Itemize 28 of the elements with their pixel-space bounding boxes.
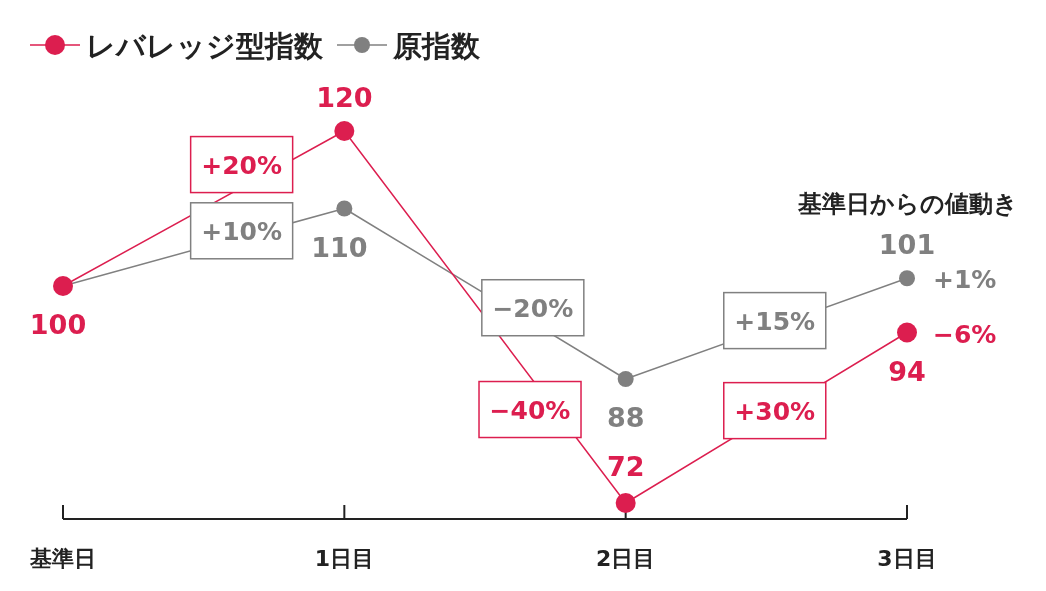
point xyxy=(336,200,353,217)
point xyxy=(899,270,915,287)
annotation: +20% xyxy=(201,150,283,180)
point xyxy=(617,371,634,387)
annotation: +30% xyxy=(734,396,816,426)
data-label: 110 xyxy=(311,231,368,263)
data-label: 101 xyxy=(878,229,936,261)
annotation: −40% xyxy=(489,395,571,425)
legend-label: 原指数 xyxy=(392,29,481,63)
annotation: −6% xyxy=(933,319,997,349)
annotation: 基準日からの値動き xyxy=(797,190,1018,218)
data-label: 100 xyxy=(29,309,87,340)
annotation: +1% xyxy=(933,265,997,295)
point xyxy=(897,322,917,343)
legend-label: レバレッジ型指数 xyxy=(86,29,324,63)
data-label: 72 xyxy=(606,451,645,482)
annotation: +10% xyxy=(201,216,283,246)
annotation: −20% xyxy=(492,293,574,323)
x-tick-label: 2日目 xyxy=(596,546,656,571)
x-tick-label: 基準日 xyxy=(29,546,96,571)
annotation: +15% xyxy=(734,306,816,336)
data-label: 94 xyxy=(888,355,926,387)
point xyxy=(615,493,636,513)
data-label: 88 xyxy=(606,402,645,433)
x-tick-label: 1日目 xyxy=(314,546,374,571)
point xyxy=(334,121,355,141)
x-tick-label: 3日目 xyxy=(877,546,937,571)
data-label: 120 xyxy=(316,82,373,113)
